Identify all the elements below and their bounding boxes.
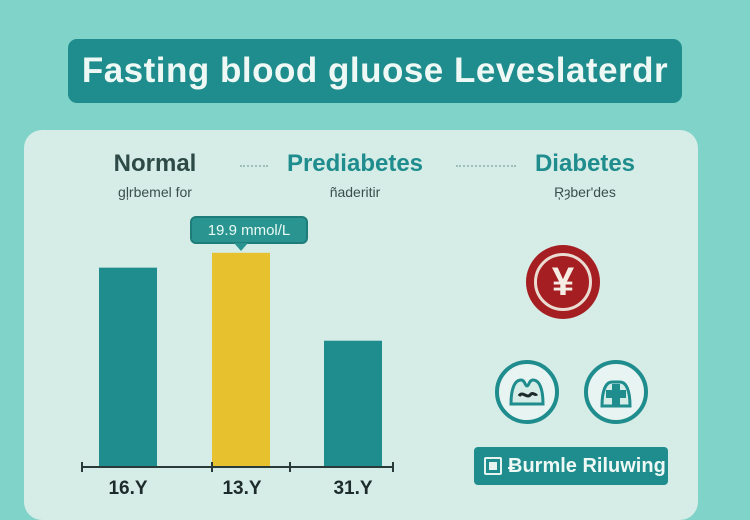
- bar-2: [212, 252, 270, 467]
- category-diabetes: Diabetes Ŗȝber'des: [510, 150, 660, 200]
- category-prediabetes: Prediabetes ñaderitir: [270, 150, 440, 200]
- yen-icon: ¥: [526, 245, 600, 319]
- category-label: Prediabetes: [286, 150, 424, 177]
- dotted-divider: [240, 165, 268, 167]
- action-button[interactable]: Ƀurmle Riluwing: [474, 447, 668, 485]
- yen-symbol: ¥: [534, 253, 592, 311]
- x-tick-label: 31.Y: [333, 478, 373, 499]
- stomach-icon: [495, 360, 559, 424]
- chart-title: Fasting blood gluose Leveslaterdr: [81, 51, 669, 90]
- category-normal: Normal gļrbemel for: [80, 150, 230, 200]
- grid-icon: [484, 457, 502, 475]
- category-label: Diabetes: [534, 150, 636, 177]
- category-sublabel: Ŗȝber'des: [554, 184, 616, 200]
- bar-3: [324, 340, 382, 467]
- x-tick-label: 16.Y: [108, 478, 148, 499]
- value-callout: 19.9 mmol/L: [190, 216, 308, 244]
- x-tick-label: 13.Y: [222, 478, 262, 499]
- category-sublabel: gļrbemel for: [118, 184, 192, 200]
- action-button-label: Ƀurmle Riluwing: [508, 454, 666, 477]
- callout-pointer: [234, 243, 248, 251]
- title-banner: Fasting blood gluose Leveslaterdr: [68, 39, 682, 103]
- bar-1: [99, 267, 157, 467]
- body-cross-icon: [584, 360, 648, 424]
- dotted-divider: [456, 165, 516, 167]
- category-label: Normal: [113, 150, 197, 177]
- category-sublabel: ñaderitir: [329, 184, 381, 200]
- bar-chart: [81, 252, 394, 472]
